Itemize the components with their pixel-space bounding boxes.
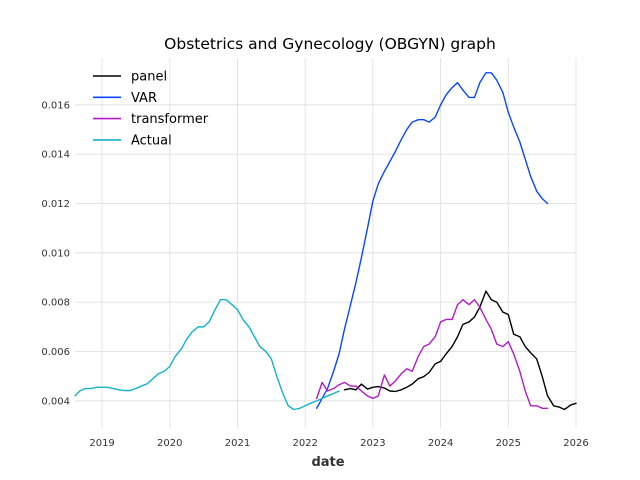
chart-title: Obstetrics and Gynecology (OBGYN) graph — [164, 35, 496, 53]
x-tick-label: 2023 — [360, 438, 385, 449]
x-tick-label: 2026 — [563, 438, 588, 449]
x-axis-label: date — [311, 455, 344, 470]
x-tick-label: 2019 — [89, 438, 114, 449]
x-axis-ticks: 2019 2020 2021 2022 2023 2024 2025 2026 — [89, 438, 588, 449]
y-tick-label: 0.012 — [41, 199, 70, 210]
x-tick-label: 2020 — [157, 438, 182, 449]
y-tick-label: 0.010 — [41, 248, 70, 259]
series-line-transformer — [316, 299, 549, 409]
x-tick-label: 2022 — [292, 438, 317, 449]
y-tick-label: 0.014 — [41, 150, 70, 161]
series-line-var — [316, 72, 549, 409]
x-tick-label: 2021 — [225, 438, 250, 449]
y-tick-label: 0.016 — [41, 100, 70, 111]
x-tick-label: 2025 — [496, 438, 521, 449]
legend-label-transformer: transformer — [131, 112, 209, 127]
series-lines — [74, 72, 577, 411]
legend-label-var: VAR — [131, 91, 157, 106]
x-tick-label: 2024 — [428, 438, 453, 449]
y-tick-label: 0.006 — [41, 347, 70, 358]
legend-label-actual: Actual — [131, 133, 172, 148]
legend-label-panel: panel — [131, 70, 167, 85]
y-tick-label: 0.004 — [41, 396, 70, 407]
grid — [75, 58, 577, 428]
y-tick-label: 0.008 — [41, 298, 70, 309]
series-line-actual — [74, 299, 340, 411]
y-axis-ticks: 0.004 0.006 0.008 0.010 0.012 0.014 0.016 — [41, 100, 70, 407]
legend: panel VAR transformer Actual — [93, 70, 209, 148]
series-line-panel — [343, 290, 577, 411]
